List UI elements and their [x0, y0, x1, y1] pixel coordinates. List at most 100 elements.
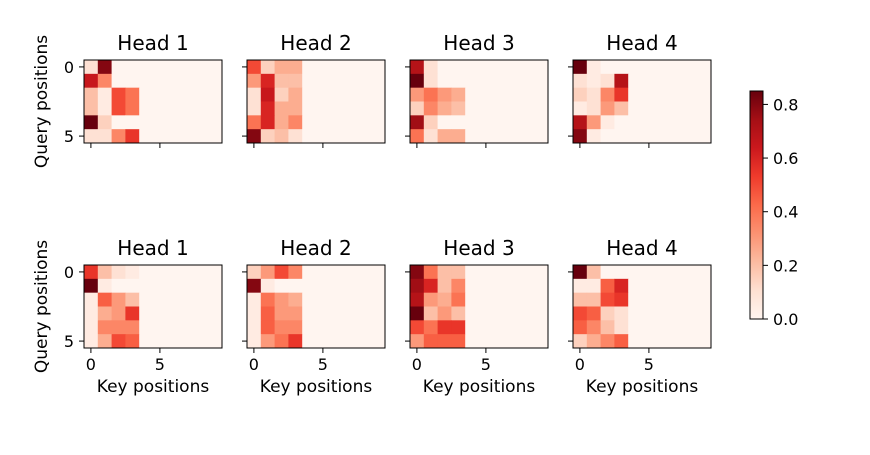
heatmap-cell: [628, 306, 643, 321]
heatmap-cell: [111, 306, 126, 321]
heatmap-cell: [465, 129, 480, 144]
heatmap-cell: [329, 334, 344, 349]
heatmap-cell: [669, 73, 684, 89]
panel-title: Head 4: [606, 236, 677, 260]
heatmap-cell: [288, 334, 303, 349]
heatmap-cell: [520, 129, 535, 144]
heatmap-cell: [669, 265, 684, 280]
heatmap-cell: [600, 115, 615, 130]
heatmap-cell: [194, 265, 209, 280]
heatmap-cell: [343, 306, 358, 321]
colorbar-tick-label: 0.4: [773, 203, 798, 222]
heatmap-cell: [479, 292, 494, 307]
heatmap-cell: [573, 320, 588, 335]
heatmap-cell: [600, 60, 615, 75]
y-tick-label: 0: [64, 263, 74, 282]
heatmap-cell: [437, 278, 452, 294]
heatmap-cell: [111, 87, 126, 102]
heatmap-cell: [423, 101, 438, 116]
heatmap-cell: [669, 334, 684, 349]
heatmap-cell: [451, 115, 466, 130]
heatmap-cell: [437, 101, 452, 116]
heatmap-cell: [669, 115, 684, 130]
heatmap-cell: [84, 320, 99, 335]
heatmap-cell: [166, 129, 181, 144]
heatmap-cell: [208, 101, 223, 116]
heatmap-cell: [573, 73, 588, 89]
heatmap-cell: [274, 334, 289, 349]
heatmap-cell: [139, 320, 154, 335]
heatmap-cell: [437, 306, 452, 321]
heatmap-cell: [683, 87, 698, 102]
heatmap-cell: [573, 292, 588, 307]
heatmap-cell: [479, 334, 494, 349]
heatmap-cell: [288, 115, 303, 130]
heatmap-cell: [125, 292, 140, 307]
heatmap-cell: [247, 87, 262, 102]
heatmap-cell: [180, 87, 195, 102]
heatmap-cell: [97, 115, 112, 130]
heatmap-cell: [97, 278, 112, 294]
heatmap-cell: [166, 115, 181, 130]
heatmap-cell: [125, 115, 140, 130]
heatmap-cell: [208, 278, 223, 294]
heatmap-cell: [642, 292, 657, 307]
heatmap-cell: [410, 306, 425, 321]
heatmap-cell: [208, 73, 223, 89]
panel-title: Head 2: [280, 236, 351, 260]
heatmap-cell: [655, 265, 670, 280]
x-tick-label: 0: [86, 355, 96, 374]
heatmap-cell: [329, 129, 344, 144]
heatmap-cell: [683, 129, 698, 144]
heatmap-cell: [520, 306, 535, 321]
heatmap-cell: [302, 334, 317, 349]
heatmap-cell: [573, 60, 588, 75]
heatmap-cell: [194, 334, 209, 349]
heatmap-cell: [288, 129, 303, 144]
heatmap-cell: [642, 60, 657, 75]
heatmap-cell: [479, 129, 494, 144]
heatmap-cell: [166, 334, 181, 349]
heatmap-cell: [125, 278, 140, 294]
x-tick-label: 5: [644, 355, 654, 374]
heatmap-cell: [274, 73, 289, 89]
heatmap-cell: [655, 87, 670, 102]
heatmap-cell: [194, 292, 209, 307]
heatmap-cell: [84, 265, 99, 280]
heatmap-cell: [343, 278, 358, 294]
heatmap-cell: [534, 334, 549, 349]
heatmap-cell: [614, 320, 629, 335]
heatmap-cell: [451, 320, 466, 335]
heatmap-cell: [655, 129, 670, 144]
heatmap-cell: [614, 265, 629, 280]
heatmap-cell: [506, 129, 521, 144]
heatmap-cell: [465, 60, 480, 75]
heatmap-cell: [479, 265, 494, 280]
heatmap-cell: [316, 278, 331, 294]
heatmap-cell: [208, 115, 223, 130]
heatmap-cell: [194, 73, 209, 89]
heatmap-cell: [371, 129, 386, 144]
heatmap-cell: [465, 265, 480, 280]
heatmap-cell: [97, 60, 112, 75]
heatmap-cell: [371, 320, 386, 335]
heatmap-cell: [628, 73, 643, 89]
heatmap-cell: [534, 115, 549, 130]
heatmap-cell: [302, 265, 317, 280]
heatmap-cell: [683, 73, 698, 89]
heatmap-cell: [642, 320, 657, 335]
heatmap-cell: [642, 265, 657, 280]
heatmap-cell: [600, 101, 615, 116]
heatmap-cell: [111, 115, 126, 130]
heatmap-cell: [520, 292, 535, 307]
heatmap-cell: [166, 101, 181, 116]
heatmap-cell: [614, 115, 629, 130]
heatmap-cell: [274, 320, 289, 335]
heatmap-cell: [208, 320, 223, 335]
heatmap-cell: [153, 320, 168, 335]
heatmap-cell: [506, 60, 521, 75]
heatmap-cell: [586, 129, 601, 144]
heatmap-cell: [437, 115, 452, 130]
heatmap-cell: [697, 334, 712, 349]
heatmap-cell: [208, 87, 223, 102]
